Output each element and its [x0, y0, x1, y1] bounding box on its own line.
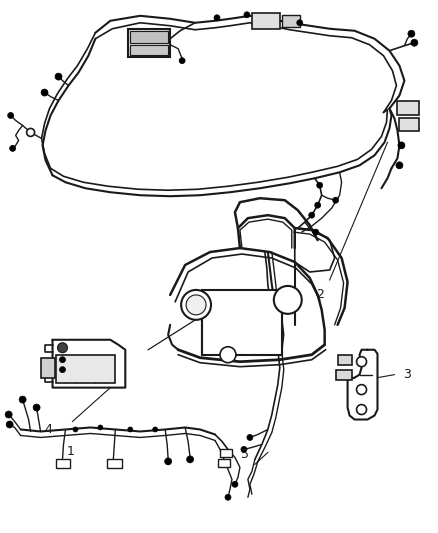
Circle shape — [55, 73, 62, 80]
Circle shape — [408, 30, 415, 37]
Bar — [41, 358, 54, 378]
Circle shape — [8, 112, 14, 118]
Circle shape — [5, 411, 12, 418]
Circle shape — [357, 405, 367, 415]
Circle shape — [357, 357, 367, 367]
Text: 1: 1 — [67, 445, 74, 458]
Circle shape — [10, 146, 16, 151]
Circle shape — [41, 89, 48, 96]
Circle shape — [73, 427, 78, 432]
Bar — [56, 459, 71, 469]
Bar — [338, 355, 352, 365]
Circle shape — [98, 425, 103, 430]
Circle shape — [314, 202, 321, 208]
Circle shape — [357, 385, 367, 394]
Circle shape — [247, 434, 253, 440]
Circle shape — [274, 286, 302, 314]
Circle shape — [317, 182, 323, 188]
Circle shape — [33, 404, 40, 411]
Bar — [56, 355, 115, 383]
Circle shape — [244, 12, 250, 18]
Circle shape — [60, 357, 66, 362]
Circle shape — [232, 481, 238, 487]
Circle shape — [313, 229, 319, 235]
Circle shape — [19, 396, 26, 403]
Circle shape — [396, 162, 403, 169]
Circle shape — [297, 20, 303, 26]
Bar — [397, 101, 419, 116]
Circle shape — [187, 456, 194, 463]
Circle shape — [165, 458, 172, 465]
Text: 2: 2 — [316, 288, 324, 301]
Circle shape — [153, 427, 158, 432]
Bar — [399, 118, 419, 132]
Text: 3: 3 — [403, 368, 411, 381]
Bar — [202, 290, 282, 355]
Circle shape — [60, 367, 66, 373]
Circle shape — [6, 421, 13, 428]
Circle shape — [225, 494, 231, 500]
Circle shape — [411, 39, 418, 46]
Circle shape — [398, 142, 405, 149]
Circle shape — [27, 128, 35, 136]
Bar — [282, 15, 300, 27]
Circle shape — [332, 197, 339, 203]
Bar — [336, 370, 352, 379]
Bar — [220, 449, 232, 457]
Bar — [130, 31, 168, 43]
Circle shape — [186, 295, 206, 315]
Circle shape — [220, 347, 236, 362]
Text: 5: 5 — [241, 448, 249, 461]
Bar — [218, 459, 230, 467]
Bar — [130, 45, 168, 55]
Bar — [252, 13, 280, 29]
Circle shape — [181, 290, 211, 320]
Circle shape — [241, 447, 247, 453]
Bar — [107, 459, 122, 469]
Circle shape — [179, 58, 185, 63]
Bar — [128, 29, 170, 56]
Text: 4: 4 — [45, 423, 53, 436]
Circle shape — [57, 343, 67, 353]
Circle shape — [309, 212, 314, 218]
Circle shape — [128, 427, 133, 432]
Circle shape — [214, 15, 220, 21]
